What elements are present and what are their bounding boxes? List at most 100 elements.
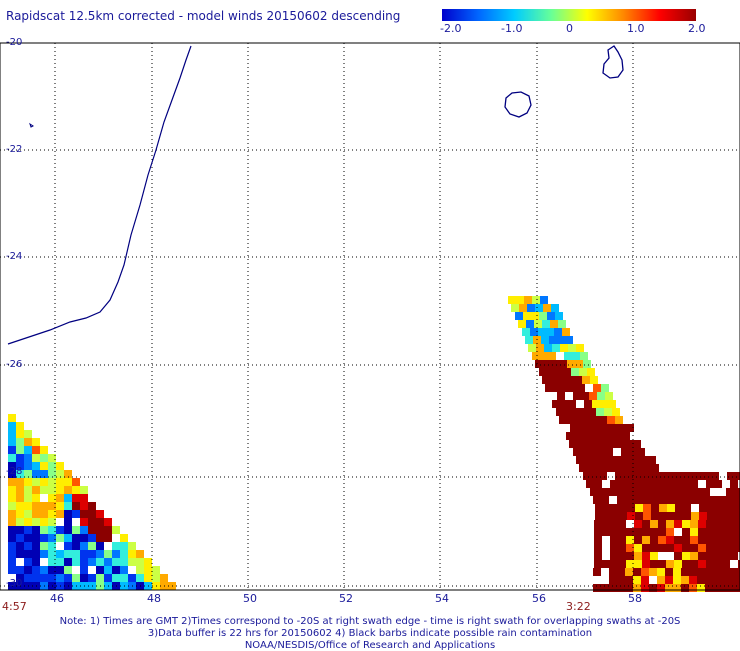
wind-diff-cell bbox=[667, 504, 675, 512]
wind-diff-cell bbox=[543, 360, 551, 368]
wind-diff-cell bbox=[621, 448, 629, 456]
wind-diff-cell bbox=[673, 576, 681, 584]
wind-diff-cell bbox=[8, 534, 16, 542]
wind-diff-cell bbox=[8, 518, 16, 526]
wind-diff-cell bbox=[714, 560, 722, 568]
wind-diff-cell bbox=[539, 312, 547, 320]
wind-diff-cell bbox=[551, 360, 559, 368]
wind-diff-cell bbox=[706, 520, 714, 528]
wind-diff-cell bbox=[48, 454, 56, 462]
wind-diff-cell bbox=[8, 478, 16, 486]
wind-diff-cell bbox=[96, 542, 104, 550]
wind-diff-cell bbox=[650, 560, 658, 568]
wind-diff-cell bbox=[598, 488, 606, 496]
wind-diff-cell bbox=[682, 520, 690, 528]
wind-diff-cell bbox=[731, 504, 739, 512]
wind-diff-cell bbox=[585, 440, 593, 448]
wind-diff-cell bbox=[88, 518, 96, 526]
wind-diff-cell bbox=[698, 536, 706, 544]
wind-diff-cell bbox=[8, 446, 16, 454]
wind-diff-cell bbox=[64, 510, 72, 518]
wind-diff-cell bbox=[697, 496, 705, 504]
wind-diff-cell bbox=[678, 488, 686, 496]
wind-diff-cell bbox=[697, 576, 705, 584]
wind-diff-cell bbox=[575, 416, 583, 424]
wind-diff-cell bbox=[534, 320, 542, 328]
wind-diff-cell bbox=[699, 512, 707, 520]
wind-diff-cell bbox=[96, 550, 104, 558]
wind-diff-cell bbox=[634, 528, 642, 536]
wind-diff-cell bbox=[682, 560, 690, 568]
wind-diff-cell bbox=[557, 336, 565, 344]
wind-diff-cell bbox=[550, 320, 558, 328]
wind-diff-cell bbox=[625, 568, 633, 576]
wind-diff-cell bbox=[714, 544, 722, 552]
wind-diff-cell bbox=[547, 368, 555, 376]
wind-diff-cell bbox=[682, 536, 690, 544]
wind-diff-cell bbox=[546, 328, 554, 336]
wind-diff-cell bbox=[72, 478, 80, 486]
wind-diff-cell bbox=[80, 558, 88, 566]
wind-diff-cell bbox=[614, 488, 622, 496]
wind-diff-cell bbox=[715, 504, 723, 512]
wind-diff-cell bbox=[622, 488, 630, 496]
wind-diff-cell bbox=[635, 512, 643, 520]
wind-diff-cell bbox=[104, 550, 112, 558]
wind-diff-cell bbox=[16, 478, 24, 486]
wind-diff-cell bbox=[522, 328, 530, 336]
wind-diff-cell bbox=[626, 552, 634, 560]
wind-diff-cell bbox=[584, 400, 592, 408]
wind-diff-cell bbox=[56, 534, 64, 542]
plot-frame bbox=[0, 42, 740, 591]
wind-diff-cell bbox=[698, 552, 706, 560]
wind-diff-cell bbox=[48, 574, 56, 582]
wind-diff-cell bbox=[88, 510, 96, 518]
wind-diff-cell bbox=[714, 536, 722, 544]
wind-diff-cell bbox=[617, 496, 625, 504]
wind-diff-cell bbox=[40, 510, 48, 518]
wind-diff-cell bbox=[626, 424, 634, 432]
wind-diff-cell bbox=[662, 488, 670, 496]
wind-diff-cell bbox=[56, 502, 64, 510]
wind-diff-cell bbox=[592, 456, 600, 464]
wind-diff-cell bbox=[16, 446, 24, 454]
wind-diff-cell bbox=[120, 534, 128, 542]
wind-diff-cell bbox=[714, 480, 722, 488]
wind-diff-cell bbox=[595, 464, 603, 472]
wind-diff-cell bbox=[40, 502, 48, 510]
wind-diff-cell bbox=[64, 542, 72, 550]
wind-diff-cell bbox=[516, 296, 524, 304]
wind-diff-cell bbox=[626, 544, 634, 552]
wind-diff-cell bbox=[40, 470, 48, 478]
wind-diff-cell bbox=[738, 520, 740, 528]
wind-diff-cell bbox=[80, 526, 88, 534]
wind-diff-cell bbox=[713, 576, 721, 584]
wind-diff-cell bbox=[670, 488, 678, 496]
wind-diff-cell bbox=[671, 472, 679, 480]
wind-diff-cell bbox=[80, 550, 88, 558]
wind-diff-cell bbox=[593, 384, 601, 392]
wind-diff-cell bbox=[576, 344, 584, 352]
wind-diff-cell bbox=[730, 520, 738, 528]
wind-diff-cell bbox=[612, 408, 620, 416]
wind-diff-cell bbox=[658, 480, 666, 488]
wind-diff-cell bbox=[610, 528, 618, 536]
wind-diff-cell bbox=[723, 504, 731, 512]
wind-diff-cell bbox=[610, 424, 618, 432]
wind-diff-cell bbox=[80, 534, 88, 542]
wind-diff-cell bbox=[8, 502, 16, 510]
wind-diff-cell bbox=[24, 430, 32, 438]
wind-diff-cell bbox=[24, 558, 32, 566]
wind-diff-cell bbox=[40, 550, 48, 558]
wind-diff-cell bbox=[525, 336, 533, 344]
wind-diff-cell bbox=[8, 494, 16, 502]
wind-diff-cell bbox=[642, 536, 650, 544]
wind-diff-cell bbox=[726, 488, 734, 496]
wind-diff-cell bbox=[24, 486, 32, 494]
wind-diff-cell bbox=[587, 368, 595, 376]
wind-diff-cell bbox=[96, 518, 104, 526]
wind-diff-cell bbox=[8, 558, 16, 566]
wind-diff-cell bbox=[665, 584, 673, 592]
wind-diff-cell bbox=[584, 456, 592, 464]
wind-diff-cell bbox=[56, 486, 64, 494]
